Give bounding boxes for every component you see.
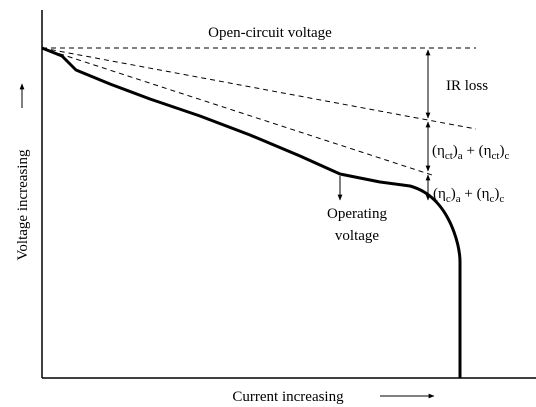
activation-loss-label: (ηct)a + (ηct)c: [432, 143, 509, 162]
subscript: c: [504, 150, 509, 162]
text-part: + (η: [461, 186, 490, 202]
text-part: ): [499, 143, 504, 159]
operating-voltage-label: voltage: [335, 228, 379, 244]
activation-line: [41, 47, 433, 176]
title: Open-circuit voltage: [208, 25, 332, 41]
operating-voltage-label: Operating: [327, 206, 387, 222]
y-axis-label: Voltage increasing: [15, 149, 31, 260]
subscript: a: [458, 150, 463, 162]
subscript: ct: [445, 150, 453, 162]
text-part: ): [494, 186, 499, 202]
text-part: (η: [433, 186, 446, 202]
text-part: ): [453, 143, 458, 159]
text-part: + (η: [463, 143, 492, 159]
ir-line: [41, 47, 477, 130]
concentration-loss-label: (ηc)a + (ηc)c: [433, 186, 504, 205]
text-part: (η: [432, 143, 445, 159]
subscript: a: [456, 193, 461, 205]
x-axis-label: Current increasing: [232, 389, 344, 405]
text-part: ): [451, 186, 456, 202]
polarization-curve: [41, 46, 462, 378]
subscript: c: [499, 193, 504, 205]
subscript: c: [446, 193, 451, 205]
subscript: ct: [492, 150, 500, 162]
ir-loss-label: IR loss: [446, 78, 488, 94]
subscript: c: [489, 193, 494, 205]
